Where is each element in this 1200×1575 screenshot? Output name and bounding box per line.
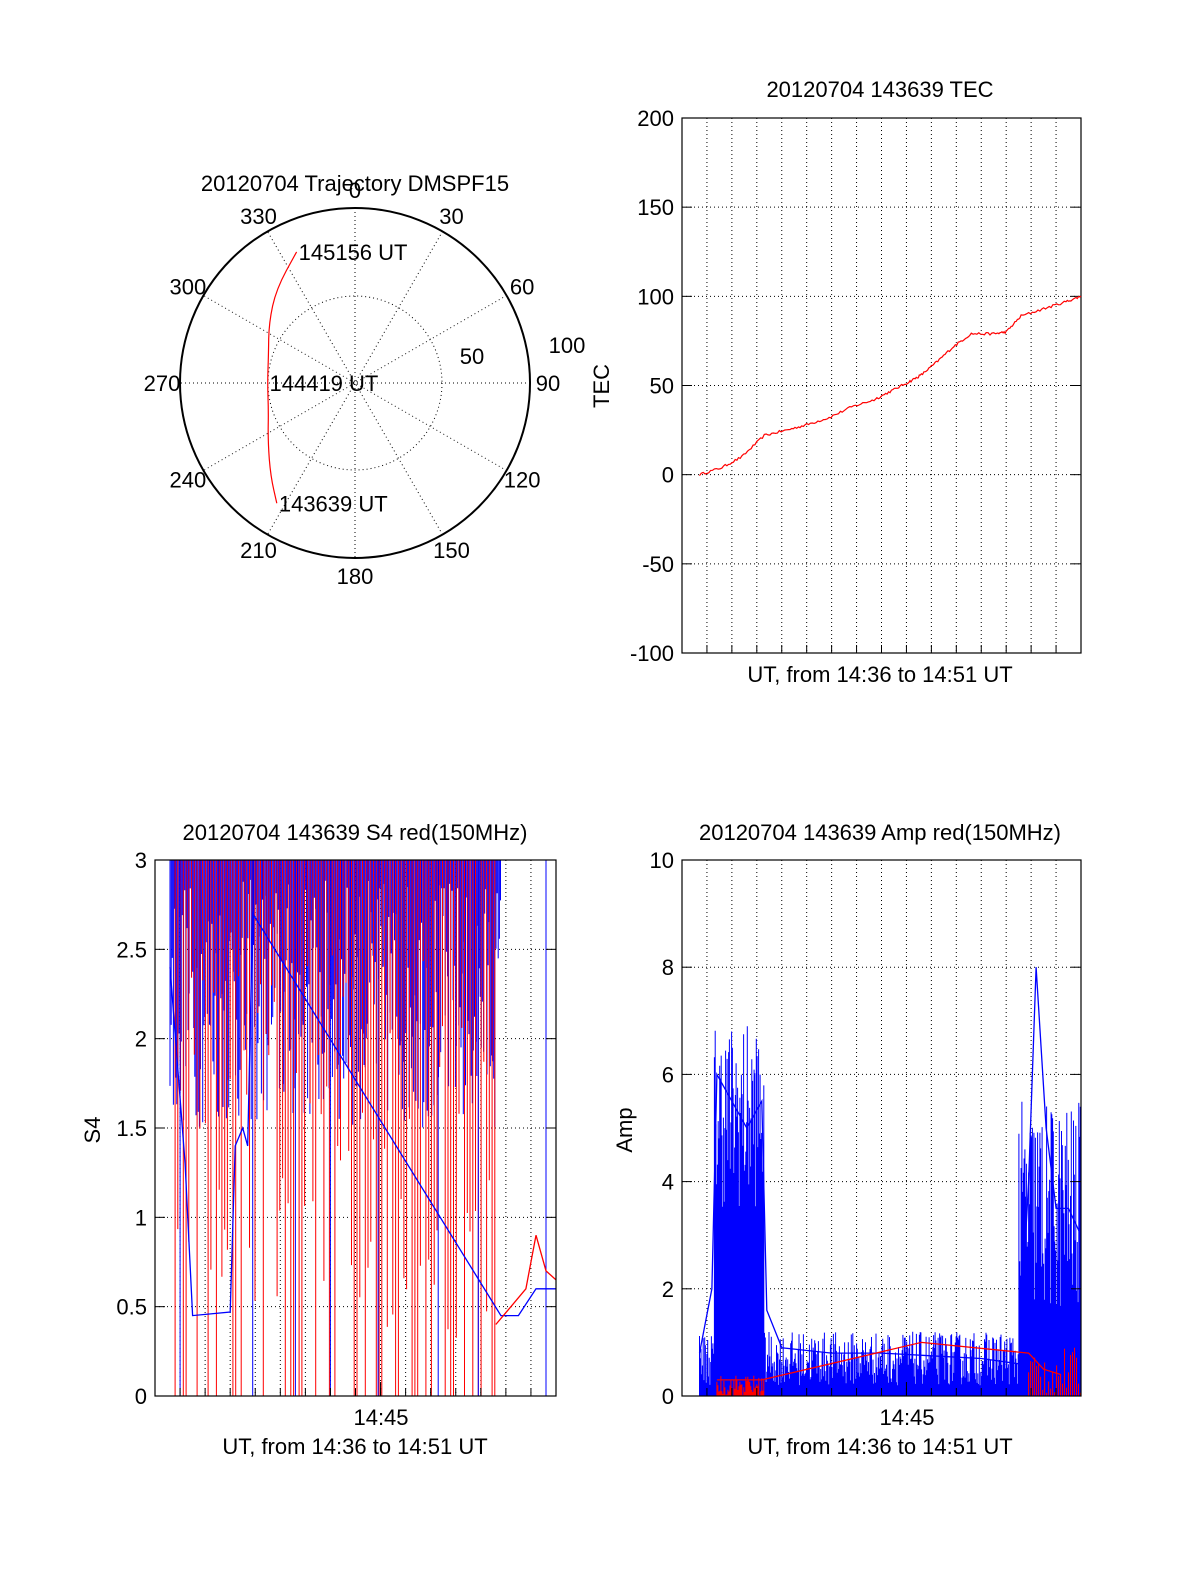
polar-azimuth-label: 0	[349, 178, 361, 203]
amp-ylabel: Amp	[612, 1107, 637, 1152]
y-tick-label: 200	[637, 106, 674, 131]
polar-azimuth-label: 30	[439, 204, 463, 229]
amp-title: 20120704 143639 Amp red(150MHz)	[699, 820, 1061, 845]
tec-chart: 20120704 143639 TEC -100-50050100150200 …	[589, 77, 1082, 687]
tec-ylabel: TEC	[589, 364, 614, 408]
polar-azimuth-label: 90	[536, 371, 560, 396]
amp-xtick-label: 14:45	[879, 1405, 934, 1430]
y-tick-label: 10	[650, 848, 674, 873]
polar-annotation: 145156 UT	[299, 240, 408, 265]
amp-chart: 20120704 143639 Amp red(150MHz) 0246810 …	[612, 820, 1082, 1459]
y-tick-label: -100	[630, 641, 674, 666]
polar-azimuth-label: 240	[169, 468, 206, 493]
amp-xlabel: UT, from 14:36 to 14:51 UT	[747, 1434, 1012, 1459]
tec-y-ticks: -100 -50 0 50 100 150 200	[630, 106, 1081, 666]
y-tick-label: -50	[642, 552, 674, 577]
tec-xlabel: UT, from 14:36 to 14:51 UT	[747, 662, 1012, 687]
series-line-red	[495, 1235, 557, 1325]
y-tick-label: 1	[135, 1205, 147, 1230]
polar-azimuth-label: 330	[240, 204, 277, 229]
y-tick-label: 0	[662, 1384, 674, 1409]
polar-azimuth-label: 60	[510, 275, 534, 300]
polar-azimuth-label: 300	[169, 275, 206, 300]
s4-spikes	[169, 860, 547, 1396]
series-line-blue	[169, 911, 556, 1317]
s4-xtick-label: 14:45	[353, 1405, 408, 1430]
y-tick-label: 8	[662, 955, 674, 980]
polar-azimuth-label: 210	[240, 538, 277, 563]
polar-annotation: 143639 UT	[279, 491, 388, 516]
amp-spikes	[699, 1026, 1082, 1396]
y-tick-label: 50	[650, 374, 674, 399]
polar-radial-label-100: 100	[549, 333, 586, 358]
polar-annotation: 144419 UT	[270, 371, 379, 396]
amp-series	[698, 967, 1082, 1381]
y-tick-label: 3	[135, 848, 147, 873]
y-tick-label: 6	[662, 1062, 674, 1087]
tec-title: 20120704 143639 TEC	[766, 77, 993, 102]
y-tick-label: 1.5	[116, 1116, 147, 1141]
tec-grid	[682, 118, 1081, 653]
s4-series	[169, 911, 557, 1325]
s4-title: 20120704 143639 S4 red(150MHz)	[183, 820, 528, 845]
y-tick-label: 0.5	[116, 1295, 147, 1320]
polar-azimuth-label: 270	[144, 371, 181, 396]
s4-chart: 20120704 143639 S4 red(150MHz) 0 0.5 1 1.5 2…	[80, 820, 557, 1459]
y-tick-label: 0	[662, 463, 674, 488]
polar-radial-label-50: 50	[460, 344, 484, 369]
polar-azimuth-label: 150	[433, 538, 470, 563]
y-tick-label: 2	[662, 1277, 674, 1302]
polar-azimuth-label: 120	[504, 468, 541, 493]
polar-azimuth-labels: 0 30 60 90 120 150 180 210 240 270 300 330	[144, 178, 561, 589]
series-line-blue	[698, 967, 1082, 1365]
amp-y-ticks: 0 2 4 6 8 10	[650, 848, 1081, 1409]
tec-series-line	[699, 295, 1082, 477]
y-tick-label: 2	[135, 1027, 147, 1052]
polar-azimuth-label: 180	[337, 564, 374, 589]
y-tick-label: 4	[662, 1170, 674, 1195]
s4-xlabel: UT, from 14:36 to 14:51 UT	[222, 1434, 487, 1459]
y-tick-label: 150	[637, 195, 674, 220]
polar-title: 20120704 Trajectory DMSPF15	[201, 171, 509, 196]
amp-blue-spikes	[699, 1026, 1082, 1396]
polar-trajectory-line	[267, 251, 298, 504]
s4-red-spikes	[174, 860, 496, 1396]
polar-annotations: 145156 UT 144419 UT 143639 UT	[270, 240, 408, 516]
tec-series	[699, 295, 1082, 477]
s4-y-ticks: 0 0.5 1 1.5 2 2.5 3	[116, 848, 556, 1409]
series-line-red	[716, 1341, 1062, 1381]
s4-ylabel: S4	[80, 1117, 105, 1144]
polar-chart: 20120704 Trajectory DMSPF15 0 30 60 90 120 15…	[144, 171, 586, 589]
amp-grid	[682, 860, 1081, 1396]
y-tick-label: 2.5	[116, 937, 147, 962]
y-tick-label: 0	[135, 1384, 147, 1409]
s4-blue-dropouts	[179, 860, 547, 1396]
y-tick-label: 100	[637, 284, 674, 309]
